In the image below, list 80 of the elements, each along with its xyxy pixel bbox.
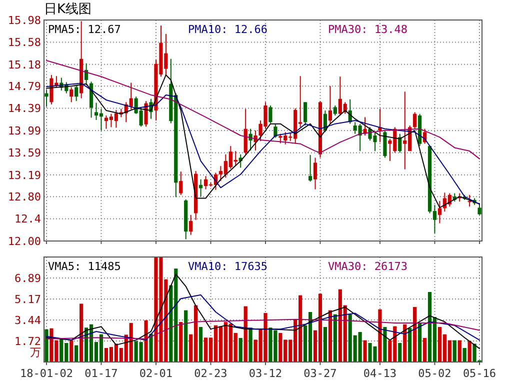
chart-title: 日K线图 <box>44 2 92 17</box>
line-series <box>46 60 480 160</box>
candlestick <box>398 133 402 154</box>
x-tick-label: 03-27 <box>304 367 337 380</box>
y-tick-label: 3.44 <box>14 314 42 327</box>
y-tick-label: 13.19 <box>8 168 41 182</box>
candlestick <box>74 84 78 102</box>
y-tick-label: 14.79 <box>8 80 41 93</box>
y-axis-title: 万 <box>30 346 41 359</box>
y-tick-label: 14.39 <box>8 102 41 116</box>
y-tick-label: 12.4 <box>14 212 42 226</box>
y-tick-label: 6.89 <box>14 272 41 285</box>
text: PMA10: 12.66 <box>188 23 268 36</box>
y-tick-label: 1.72 <box>14 334 41 348</box>
candlestick <box>308 154 312 182</box>
x-tick-label: 05-02 <box>418 367 452 380</box>
y-tick-label: 15.18 <box>8 58 41 72</box>
bar <box>328 310 332 362</box>
y-tick-label: 15.98 <box>8 14 41 27</box>
candlestick <box>333 105 337 116</box>
x-tick-label: 18-01-02 <box>20 367 73 380</box>
candlestick <box>268 105 272 124</box>
bar <box>198 327 203 362</box>
bar <box>458 340 462 362</box>
bar <box>418 322 422 362</box>
bar <box>378 309 382 362</box>
text: VMA10: 17635 <box>188 260 268 273</box>
bar <box>70 340 74 362</box>
bar <box>179 322 183 362</box>
bar <box>144 320 148 362</box>
y-tick-label: 15.58 <box>8 36 41 50</box>
x-tick-label: 04-13 <box>363 367 397 380</box>
candlestick <box>313 157 318 190</box>
candlestick <box>413 112 417 130</box>
x-tick-label: 02-23 <box>194 367 228 380</box>
line-series <box>46 294 480 341</box>
candlestick <box>179 171 183 196</box>
candlestick <box>438 200 442 224</box>
bar <box>248 328 252 362</box>
text: PMA5: 12.67 <box>48 23 121 36</box>
x-tick-label: 05-16 <box>462 367 496 380</box>
bar <box>452 340 456 362</box>
candlestick <box>478 202 482 216</box>
bar <box>238 338 242 362</box>
bar <box>468 341 472 362</box>
bar <box>244 306 248 362</box>
x-tick-label: 02-01 <box>139 367 173 380</box>
bar <box>149 334 153 362</box>
line-series <box>46 274 480 350</box>
text: VMA5: 11485 <box>48 260 121 273</box>
x-tick-label: 03-12 <box>248 367 282 380</box>
bar <box>363 340 367 362</box>
bar <box>80 304 84 362</box>
candlestick <box>189 214 193 236</box>
y-tick-label: 12.00 <box>8 234 41 248</box>
bar <box>422 338 427 362</box>
bar <box>333 314 337 362</box>
bar <box>408 328 412 362</box>
candlestick <box>44 89 48 108</box>
bar <box>323 327 328 362</box>
candlestick <box>328 86 332 124</box>
candlestick <box>383 130 387 158</box>
text: VMA30: 26173 <box>328 260 408 273</box>
bar <box>184 310 188 362</box>
bar <box>413 307 417 362</box>
bar <box>398 342 402 362</box>
bar <box>383 327 387 362</box>
candlestick <box>70 86 74 103</box>
y-tick-label: 5.17 <box>14 292 41 306</box>
y-tick-label: 12.80 <box>8 190 41 204</box>
text: PMA30: 13.48 <box>328 23 408 36</box>
line-series <box>46 318 480 340</box>
y-tick-label: 13.59 <box>8 146 41 160</box>
x-tick-label: 01-17 <box>84 367 118 380</box>
bar <box>44 329 48 362</box>
y-tick-label: 13.99 <box>8 124 41 138</box>
bar <box>74 345 78 362</box>
candlestick <box>244 108 248 155</box>
bar <box>462 348 466 362</box>
candlestick <box>304 102 308 126</box>
